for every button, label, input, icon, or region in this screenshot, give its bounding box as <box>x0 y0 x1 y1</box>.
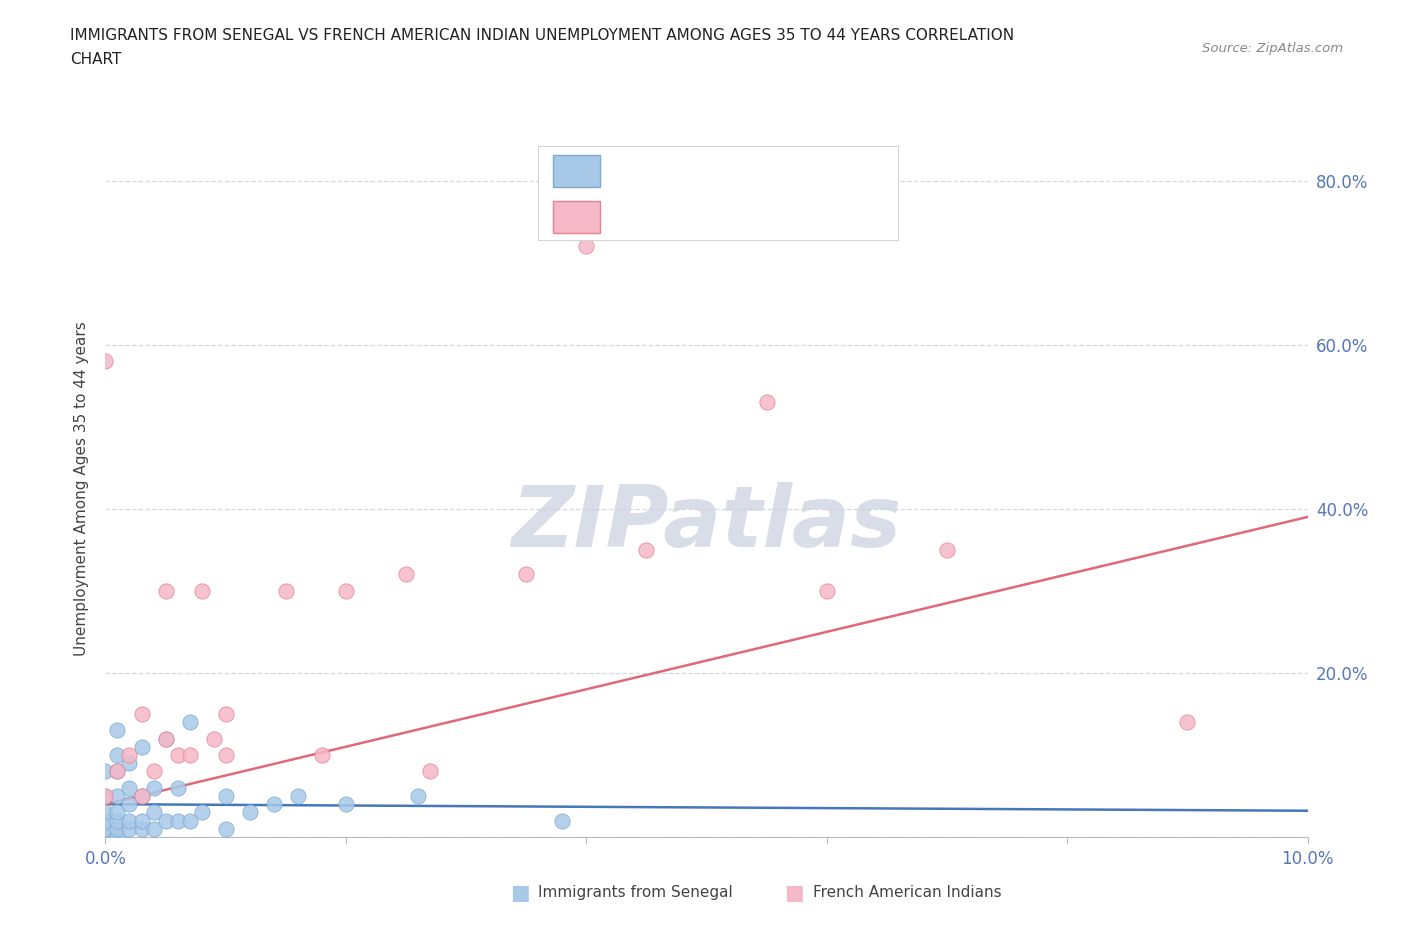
Point <box>155 583 177 598</box>
Point <box>239 805 262 820</box>
Point <box>131 821 153 836</box>
Point <box>936 542 959 557</box>
Point <box>142 805 165 820</box>
Point <box>94 830 117 844</box>
Point <box>166 813 188 828</box>
Point <box>214 707 236 722</box>
Point <box>214 821 236 836</box>
Point <box>107 813 129 828</box>
Point <box>131 789 153 804</box>
Point <box>166 748 188 763</box>
Point <box>107 789 129 804</box>
Point <box>335 583 357 598</box>
Text: Source: ZipAtlas.com: Source: ZipAtlas.com <box>1202 42 1343 55</box>
Point <box>575 239 598 254</box>
Point <box>515 567 537 582</box>
Point <box>118 813 141 828</box>
Point <box>118 780 141 795</box>
Text: IMMIGRANTS FROM SENEGAL VS FRENCH AMERICAN INDIAN UNEMPLOYMENT AMONG AGES 35 TO : IMMIGRANTS FROM SENEGAL VS FRENCH AMERIC… <box>70 28 1014 43</box>
Point <box>94 789 117 804</box>
Point <box>94 805 117 820</box>
Point <box>155 731 177 746</box>
Text: French American Indians: French American Indians <box>813 885 1001 900</box>
Point <box>335 797 357 812</box>
Point <box>214 789 236 804</box>
Point <box>636 542 658 557</box>
Point <box>755 394 778 409</box>
Point <box>287 789 309 804</box>
Point <box>107 764 129 778</box>
Point <box>118 748 141 763</box>
Point <box>94 830 117 844</box>
Point <box>94 830 117 844</box>
Point <box>142 780 165 795</box>
Point <box>815 583 838 598</box>
Text: ZIPatlas: ZIPatlas <box>512 482 901 565</box>
Point <box>131 707 153 722</box>
Point <box>551 813 574 828</box>
Point <box>1175 714 1198 729</box>
Point <box>131 739 153 754</box>
Point <box>107 805 129 820</box>
Point <box>190 805 212 820</box>
Point <box>118 756 141 771</box>
Point <box>179 748 201 763</box>
Point <box>107 748 129 763</box>
Point <box>142 821 165 836</box>
Point <box>274 583 297 598</box>
Text: CHART: CHART <box>70 52 122 67</box>
Point <box>131 789 153 804</box>
Point <box>118 821 141 836</box>
Point <box>107 821 129 836</box>
Point <box>94 764 117 778</box>
Point <box>94 353 117 368</box>
Point <box>179 813 201 828</box>
Text: Immigrants from Senegal: Immigrants from Senegal <box>538 885 734 900</box>
Point <box>131 813 153 828</box>
Point <box>395 567 418 582</box>
Text: ■: ■ <box>510 883 530 903</box>
Y-axis label: Unemployment Among Ages 35 to 44 years: Unemployment Among Ages 35 to 44 years <box>75 321 90 656</box>
Point <box>107 830 129 844</box>
Text: ■: ■ <box>785 883 804 903</box>
Point <box>155 731 177 746</box>
Point <box>263 797 285 812</box>
Point <box>107 830 129 844</box>
Point <box>419 764 441 778</box>
Point <box>94 813 117 828</box>
Point <box>94 821 117 836</box>
Point <box>118 797 141 812</box>
Point <box>179 714 201 729</box>
Point <box>214 748 236 763</box>
Point <box>406 789 429 804</box>
Point <box>202 731 225 746</box>
Point <box>94 830 117 844</box>
Point <box>142 764 165 778</box>
Point <box>107 723 129 737</box>
Point <box>311 748 333 763</box>
Point <box>94 789 117 804</box>
Point <box>107 764 129 778</box>
Point <box>94 830 117 844</box>
Point <box>155 813 177 828</box>
Point <box>190 583 212 598</box>
Point <box>166 780 188 795</box>
